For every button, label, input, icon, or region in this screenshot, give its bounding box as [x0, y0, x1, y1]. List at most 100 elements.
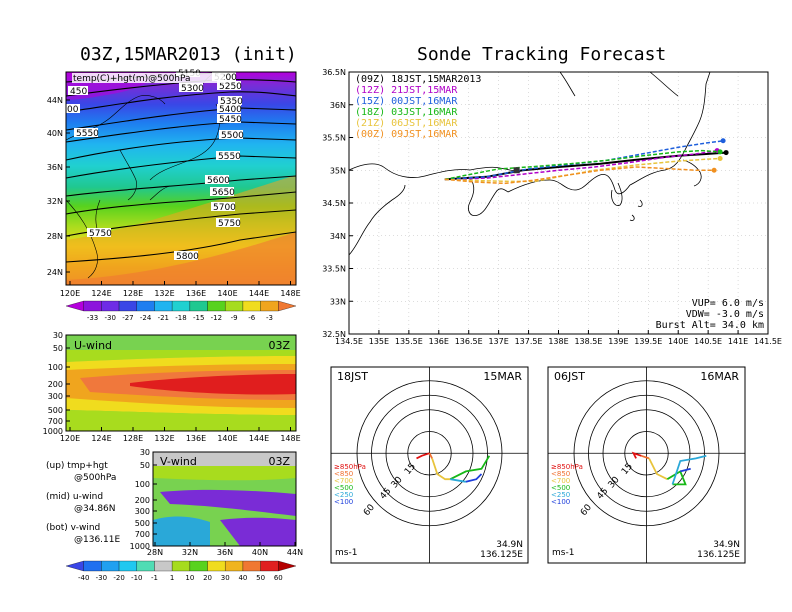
- hodograph-legend-entry: <850: [551, 470, 570, 478]
- contour-label-bg: [87, 228, 111, 237]
- contour-label-bg: [210, 187, 234, 196]
- v-band-4: [153, 516, 210, 546]
- contour-label-bg: [216, 151, 240, 160]
- contour-label-5200: 5200: [214, 73, 237, 83]
- v-p-label: 1000: [130, 542, 150, 551]
- map-lat-label: 36N: [47, 163, 63, 172]
- hodograph-segment: [666, 470, 687, 486]
- wind-colorbar-swatch: [207, 560, 226, 572]
- legend-entry: (21Z) 06JST,16MAR: [355, 118, 458, 129]
- traj-x-label: 138E: [548, 337, 568, 346]
- wind-colorbar-swatch: [278, 560, 297, 572]
- v-wind-time: 03Z: [268, 455, 290, 468]
- note-up-level: @500hPa: [74, 473, 117, 483]
- hodograph-lat: 34.9N: [713, 540, 740, 550]
- u-band-1: [66, 350, 296, 362]
- u-lon-label: 128E: [123, 434, 143, 443]
- colorbar-label: -18: [175, 314, 186, 322]
- u-wind-label: U-wind: [74, 339, 112, 352]
- tracking-title: Sonde Tracking Forecast: [417, 44, 667, 65]
- map-lon-label: 144E: [249, 289, 269, 298]
- contour-label-5250: 5250: [219, 82, 242, 92]
- map-lon-label: 124E: [91, 289, 111, 298]
- u-lon-label: 120E: [60, 434, 80, 443]
- u-band-5: [130, 374, 296, 395]
- traj-x-label: 141.5E: [754, 337, 782, 346]
- contour-label-450: 450: [70, 87, 87, 97]
- wind-colorbar-label: 1: [170, 574, 174, 582]
- wind-colorbar-swatch: [154, 560, 173, 572]
- init-time-title: 03Z,15MAR2013 (init): [80, 44, 297, 65]
- colorbar-swatch: [260, 300, 279, 312]
- traj-x-label: 137.5E: [515, 337, 543, 346]
- trajectory-line: [444, 149, 718, 181]
- colorbar-label: -15: [193, 314, 204, 322]
- wind-colorbar-label: -30: [96, 574, 107, 582]
- traj-x-label: 138.5E: [574, 337, 602, 346]
- u-lon-label: 140E: [217, 434, 237, 443]
- wind-colorbar-label: 50: [256, 574, 265, 582]
- u-p-label: 700: [48, 417, 63, 426]
- japan-coastline: [348, 71, 711, 256]
- v-band-1: [153, 466, 296, 481]
- v-lat-axis: 28N 32N 36N 40N 44N: [147, 542, 303, 557]
- contour-label-bg: [205, 175, 229, 184]
- u-p-label: 50: [53, 344, 63, 353]
- wind-colorbar-label: -40: [78, 574, 89, 582]
- u-wind-time: 03Z: [268, 339, 290, 352]
- param-vdw: VDW= -3.0 m/s: [686, 309, 764, 320]
- legend-entry: (00Z) 09JST,16MAR: [355, 129, 458, 140]
- hodograph-segment: [428, 452, 433, 459]
- contour-label-bg: [68, 86, 88, 95]
- traj-x-label: 139E: [608, 337, 628, 346]
- wind-colorbar-label: 20: [203, 574, 212, 582]
- u-p-label: 100: [48, 363, 63, 372]
- contour-label-bg: [174, 251, 198, 260]
- landing-point: [717, 149, 723, 155]
- contour-label-bg: [74, 128, 98, 137]
- colorbar-swatch: [65, 300, 84, 312]
- traj-y-label: 33.5N: [322, 265, 346, 274]
- colorbar-swatch: [225, 300, 244, 312]
- v-pressure-axis: 30 50 100 200 300 500 700 1000: [130, 448, 157, 551]
- map-lat-label: 44N: [47, 96, 63, 105]
- param-burst-alt: Burst Alt= 34.0 km: [656, 320, 764, 331]
- contour-label-bg: [217, 104, 241, 113]
- hodograph-legend-entry: <700: [334, 477, 353, 485]
- colorbar-label: -3: [266, 314, 273, 322]
- map-frame: [65, 71, 297, 286]
- trajectory-lat-axis: 32.5N 33N 33.5N 34N 34.5N 35N 35.5N 36N 36.5N: [322, 68, 353, 339]
- v-band-top: [153, 452, 296, 466]
- wind-colorbar-label: -10: [131, 574, 142, 582]
- colorbar-label: -21: [158, 314, 169, 322]
- hodograph-lat: 34.9N: [496, 540, 523, 550]
- legend-entry: (12Z) 21JST,15MAR: [355, 85, 458, 96]
- hodograph-legend-entry: <100: [334, 498, 353, 506]
- v-p-label: 50: [140, 461, 150, 470]
- contour-label-5750-west: 5750: [89, 229, 112, 239]
- traj-y-label: 36.5N: [322, 68, 346, 77]
- colorbar-label: -33: [87, 314, 98, 322]
- field-label-bg: [72, 73, 224, 83]
- traj-y-label: 34N: [330, 232, 346, 241]
- hodograph-segment: [641, 454, 650, 460]
- wind-colorbar-label: 60: [274, 574, 283, 582]
- traj-y-label: 35.5N: [322, 134, 346, 143]
- trajectory-plot-area: [349, 72, 768, 334]
- wind-colorbar-swatch: [172, 560, 190, 572]
- map-lon-label: 132E: [154, 289, 174, 298]
- traj-x-label: 141E: [728, 337, 748, 346]
- colorbar-swatch: [83, 300, 102, 312]
- v-p-label: 200: [135, 496, 150, 505]
- hodograph-legend-entry: <500: [551, 484, 570, 492]
- u-lon-label: 124E: [91, 434, 111, 443]
- hodograph-date: 15MAR: [483, 370, 522, 383]
- v-lat-label: 44N: [287, 548, 303, 557]
- contour-label-bg: [217, 81, 241, 90]
- wind-colorbar-swatch: [83, 560, 102, 572]
- map-lon-label: 128E: [123, 289, 143, 298]
- hodograph-segment: [450, 478, 467, 483]
